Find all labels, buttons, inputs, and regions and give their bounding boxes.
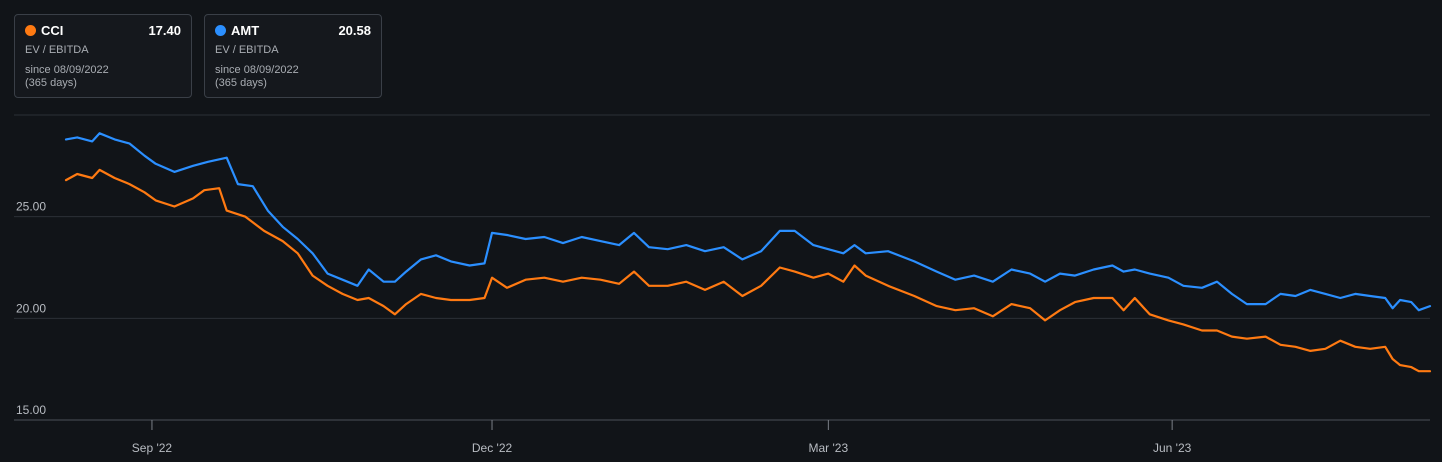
grid-lines	[14, 114, 1430, 421]
legend-value: 17.40	[148, 23, 181, 38]
y-tick-label: 15.00	[16, 403, 46, 417]
x-tick-label: Dec '22	[472, 441, 513, 455]
legend-card-header: AMT 20.58	[215, 23, 371, 38]
legend-series-name: AMT	[215, 23, 259, 38]
x-tick-label: Sep '22	[132, 441, 173, 455]
y-tick-label: 25.00	[16, 200, 46, 214]
legend-since: since 08/09/2022	[25, 64, 109, 76]
legend-card-header: CCI 17.40	[25, 23, 181, 38]
legend-since: since 08/09/2022	[215, 64, 299, 76]
legend-ticker: AMT	[231, 23, 260, 38]
legend-metric: EV / EBITDA	[215, 44, 279, 56]
legend-series-name: CCI	[25, 23, 63, 38]
legend-value: 20.58	[338, 23, 371, 38]
legend-period: since 08/09/2022 (365 days)	[215, 64, 371, 90]
x-tick-label: Jun '23	[1153, 441, 1192, 455]
x-tick-label: Mar '23	[809, 441, 849, 455]
series-color-dot	[215, 25, 226, 36]
legend-period: since 08/09/2022 (365 days)	[25, 64, 181, 90]
axes: 15.00 20.00 25.00 Sep '22 Dec '22 Mar '23 Jun …	[16, 200, 1192, 455]
legend-days: (365 days)	[25, 77, 77, 89]
y-tick-label: 20.00	[16, 301, 46, 315]
series-lines	[64, 132, 1432, 373]
legend-ticker: CCI	[41, 23, 64, 38]
legend-days: (365 days)	[215, 77, 267, 89]
series-line-amt[interactable]	[64, 132, 1432, 312]
legend-card-cci[interactable]: CCI 17.40 EV / EBITDA since 08/09/2022 (…	[14, 14, 192, 98]
legend-card-amt[interactable]: AMT 20.58 EV / EBITDA since 08/09/2022 (…	[204, 14, 382, 98]
series-color-dot	[25, 25, 36, 36]
series-line-cci[interactable]	[64, 168, 1432, 373]
legend-metric: EV / EBITDA	[25, 44, 89, 56]
